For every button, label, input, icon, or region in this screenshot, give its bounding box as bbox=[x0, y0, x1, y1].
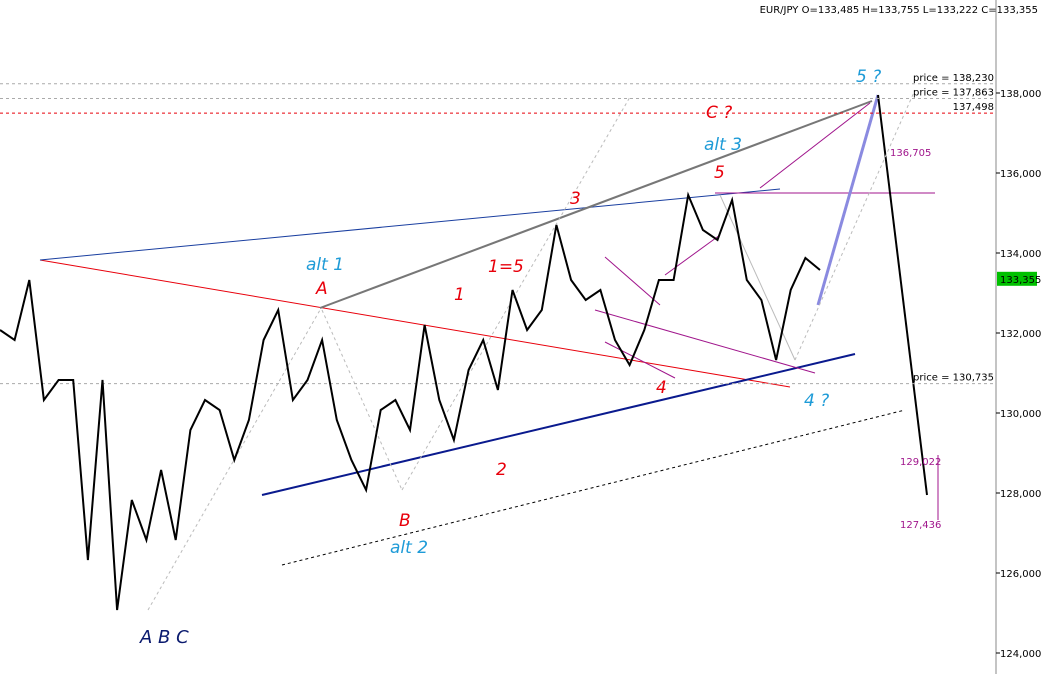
chart-title: EUR/JPY O=133,485 H=133,755 L=133,222 C=… bbox=[760, 5, 1038, 16]
y-tick-label: 136,000 bbox=[1000, 169, 1041, 180]
y-tick-label: 126,000 bbox=[1000, 569, 1041, 580]
trendlines bbox=[39, 89, 939, 611]
y-tick-label: 124,000 bbox=[1000, 649, 1041, 660]
y-tick-label: 132,000 bbox=[1000, 329, 1041, 340]
last-price-box bbox=[997, 271, 1037, 286]
price-label: price = 130,735 bbox=[913, 373, 994, 384]
target-label: 127,436 bbox=[900, 520, 941, 531]
wave-label: 1 bbox=[454, 285, 465, 305]
wave-label: 2 bbox=[496, 460, 507, 480]
price-label: price = 138,230 bbox=[913, 73, 994, 84]
y-tick-label: 134,000 bbox=[1000, 249, 1041, 260]
wave-label: C ? bbox=[706, 103, 732, 123]
wave-label: 5 bbox=[714, 163, 725, 183]
y-tick-label: 138,000 bbox=[1000, 89, 1041, 100]
target-label: 136,705 bbox=[890, 148, 931, 159]
wave-label: 5 ? bbox=[856, 67, 881, 87]
wave-label: B bbox=[399, 511, 411, 531]
wave-label: A B C bbox=[139, 627, 189, 648]
price-label: 137,498 bbox=[953, 102, 994, 113]
wave-label: alt 2 bbox=[390, 538, 428, 558]
target-label: 129,022 bbox=[900, 457, 941, 468]
y-tick-label: 128,000 bbox=[1000, 489, 1041, 500]
wave-label: 3 bbox=[570, 189, 581, 209]
price-line-series bbox=[0, 191, 821, 611]
price-label: price = 137,863 bbox=[913, 87, 994, 98]
y-tick-label: 130,000 bbox=[1000, 409, 1041, 420]
wave-label: 4 ? bbox=[804, 391, 829, 411]
wave-label: alt 1 bbox=[306, 255, 344, 275]
wave-label: 1=5 bbox=[488, 257, 524, 277]
wave-label: 4 bbox=[656, 378, 667, 398]
wave-label: A bbox=[315, 279, 328, 299]
wave-labels: A B C A B alt 1 alt 2 1 2 3 4 5 1=5 C ? … bbox=[139, 67, 941, 648]
last-price-label: 133,355 bbox=[1000, 275, 1041, 286]
wave-label: alt 3 bbox=[704, 135, 742, 155]
